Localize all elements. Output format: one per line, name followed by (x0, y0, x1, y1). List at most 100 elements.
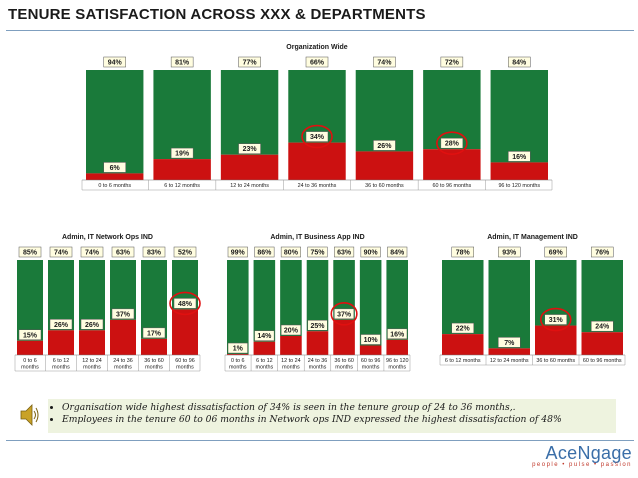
top-label-box (305, 56, 329, 68)
bottom-value-label: 20% (284, 328, 299, 335)
category-label: 0 to 6 months (21, 358, 39, 371)
bottom-value-label: 37% (116, 311, 131, 318)
bar-satisfied (355, 70, 414, 152)
bar-dissatisfied (280, 336, 302, 355)
bottom-label-box (360, 334, 381, 345)
category-label: 24 to 36 months (113, 358, 132, 371)
top-label-box (360, 246, 381, 258)
top-label-box (142, 246, 166, 258)
bar-satisfied (227, 260, 249, 355)
category-label: 0 to 6 months (229, 358, 247, 371)
top-label-box (498, 246, 521, 258)
category-label: 12 to 24 months (490, 358, 529, 364)
bar-dissatisfied (359, 345, 382, 355)
bar-satisfied (488, 260, 530, 349)
chart-title: Admin, IT Business App IND (270, 234, 364, 241)
top-label-box (280, 246, 301, 258)
bottom-value-label: 14% (257, 333, 272, 340)
bar-satisfied (581, 260, 623, 333)
category-label: 96 to 120 months (498, 183, 540, 189)
top-value-label: 85% (23, 250, 38, 257)
note-item: Organisation wide highest dissatisfactio… (62, 402, 616, 413)
chart-it-management: Admin, IT Management IND 78% 22% 6 to 12 mo… (439, 234, 626, 366)
speaker-icon (18, 402, 40, 428)
bar-satisfied (253, 260, 276, 342)
bottom-value-label: 34% (310, 134, 325, 141)
bar-dissatisfied (220, 154, 279, 180)
title-divider (6, 30, 634, 31)
bottom-label-box (80, 319, 104, 330)
bar-dissatisfied (490, 162, 548, 180)
bottom-label-box (111, 308, 135, 320)
bottom-label-box (305, 131, 329, 142)
bar-dissatisfied (442, 334, 484, 355)
bottom-label-box (254, 330, 275, 341)
logo: AceNgage people • pulse • passion (520, 443, 632, 468)
top-label-box (18, 246, 42, 258)
category-label: 60 to 96 months (361, 358, 380, 371)
bar-satisfied (17, 260, 43, 341)
top-label-box (238, 56, 261, 68)
top-value-label: 63% (116, 250, 131, 257)
top-label-box (373, 56, 396, 68)
bar-satisfied (48, 260, 74, 331)
bar-dissatisfied (153, 159, 211, 180)
bottom-label-box (103, 162, 126, 173)
bottom-value-label: 26% (54, 322, 69, 329)
category-label: 12 to 24 months (281, 358, 300, 371)
bar-dissatisfied (227, 354, 249, 355)
bar-dissatisfied (355, 151, 414, 180)
category-label: 60 to 96 months (583, 358, 622, 364)
highlight-circle (169, 291, 201, 316)
bottom-label-box (334, 308, 355, 320)
top-value-label: 52% (178, 250, 193, 257)
top-value-label: 74% (85, 250, 100, 257)
bar-satisfied (423, 70, 481, 150)
bottom-value-label: 15% (23, 332, 38, 339)
category-label: 36 to 60 months (365, 183, 404, 189)
bottom-label-box (49, 319, 73, 330)
top-value-label: 83% (147, 250, 162, 257)
chart-business-app: Admin, IT Business App IND 99% 1% 0 to 6 mon… (224, 234, 411, 372)
top-value-label: 84% (390, 250, 405, 257)
bottom-label-box (373, 140, 396, 151)
top-value-label: 76% (595, 250, 610, 257)
bottom-value-label: 16% (390, 331, 405, 338)
top-value-label: 74% (54, 250, 69, 257)
bar-dissatisfied (386, 339, 408, 355)
top-value-label: 77% (243, 60, 258, 67)
category-label: 24 to 36 months (298, 183, 337, 189)
category-label: 0 to 6 months (98, 183, 131, 189)
bottom-value-label: 48% (178, 301, 193, 308)
highlight-circle (330, 302, 358, 326)
bottom-label-box (18, 329, 42, 340)
bar-dissatisfied (110, 319, 136, 355)
category-label: 6 to 12 months (256, 358, 274, 371)
bar-satisfied (490, 70, 548, 163)
top-label-box (307, 246, 328, 258)
bottom-label-box (238, 143, 261, 154)
top-label-box (508, 56, 531, 68)
top-value-label: 84% (512, 60, 527, 67)
bar-satisfied (153, 70, 211, 160)
bar-satisfied (280, 260, 302, 336)
category-label: 60 to 96 months (433, 183, 472, 189)
top-label-box (111, 246, 135, 258)
top-label-box (227, 246, 248, 258)
top-label-box (173, 246, 197, 258)
bottom-value-label: 10% (364, 337, 379, 344)
logo-name: AceNgage (545, 443, 632, 463)
category-label: 36 to 60 months (536, 358, 575, 364)
bar-satisfied (386, 260, 408, 340)
bottom-value-label: 37% (337, 311, 352, 318)
top-label-box (254, 246, 275, 258)
bottom-value-label: 25% (310, 323, 325, 330)
top-label-box (170, 56, 194, 68)
bar-dissatisfied (488, 348, 530, 355)
bottom-label-box (307, 320, 328, 331)
top-label-box (387, 246, 408, 258)
bottom-value-label: 31% (549, 317, 564, 324)
bottom-value-label: 28% (445, 141, 460, 148)
top-value-label: 90% (364, 250, 379, 257)
top-label-box (591, 246, 614, 258)
